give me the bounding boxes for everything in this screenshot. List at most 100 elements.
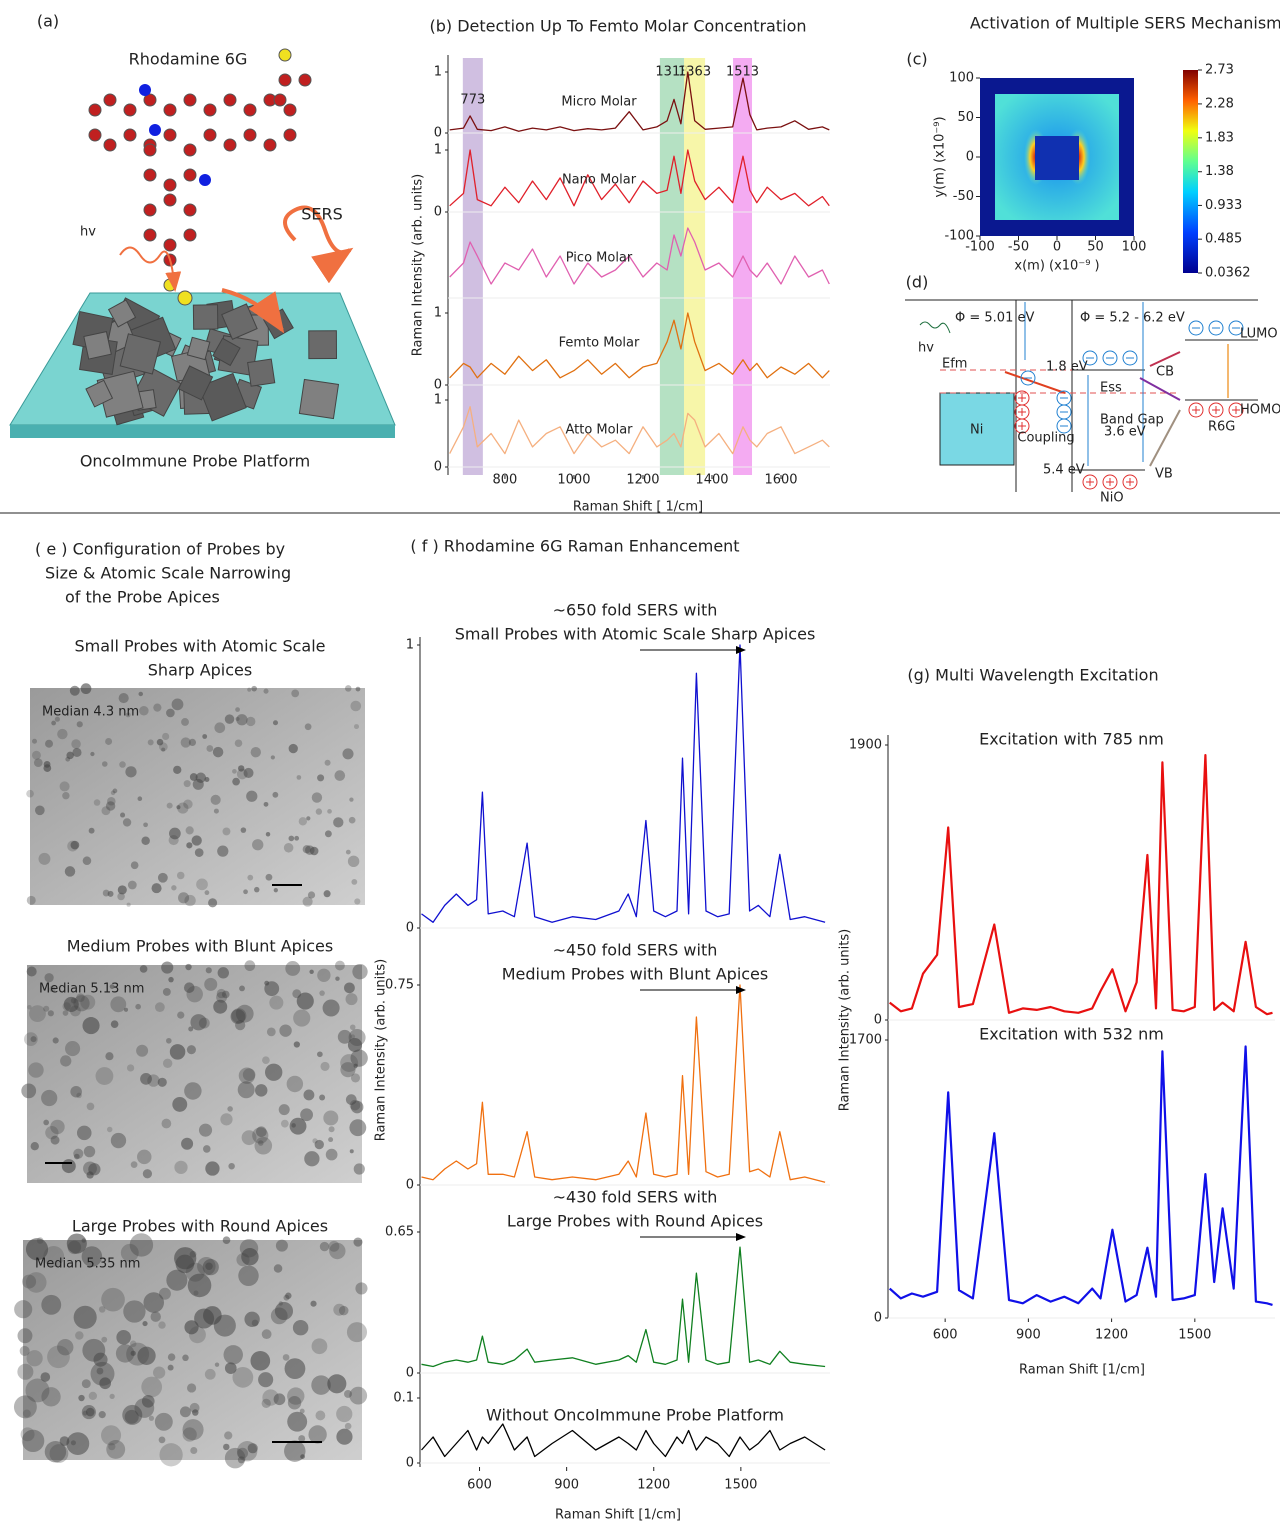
- particle: [166, 709, 175, 718]
- series-label: Femto Molar: [559, 336, 640, 351]
- x-tick-label: 100: [1122, 240, 1147, 255]
- particle: [329, 1243, 345, 1259]
- particle: [152, 883, 162, 893]
- spectrum: [422, 645, 826, 922]
- annotation: Large Probes with Round Apices: [507, 1212, 763, 1231]
- particle: [346, 850, 351, 855]
- particle: [258, 1372, 273, 1387]
- particle: [297, 993, 314, 1010]
- particle: [238, 1081, 255, 1098]
- particle: [228, 1163, 234, 1169]
- particle: [183, 800, 192, 809]
- particle: [29, 1005, 46, 1022]
- particle: [294, 836, 299, 841]
- particle: [254, 887, 259, 892]
- particle: [279, 1024, 291, 1036]
- chart-title: (b) Detection Up To Femto Molar Concentr…: [429, 17, 806, 36]
- particle: [93, 1353, 107, 1367]
- particle: [310, 1301, 316, 1307]
- chart-title: ( f ) Rhodamine 6G Raman Enhancement: [410, 537, 739, 556]
- atom: [224, 139, 236, 151]
- particle: [350, 1024, 356, 1030]
- particle: [97, 1368, 104, 1375]
- atom: [244, 129, 256, 141]
- y-tick-label: 0: [406, 921, 414, 936]
- atom: [139, 84, 151, 96]
- panel-heading: Activation of Multiple SERS Mechanisms: [970, 14, 1280, 33]
- particle: [199, 1124, 212, 1137]
- panel-label: (c): [906, 50, 927, 69]
- spectrum: [450, 72, 830, 131]
- particle: [159, 1443, 182, 1466]
- particle: [300, 1108, 313, 1121]
- particle: [105, 1052, 113, 1060]
- particle: [211, 795, 221, 805]
- particle: [345, 685, 352, 692]
- particle: [308, 1425, 326, 1443]
- particle: [243, 1068, 256, 1081]
- particle: [128, 881, 137, 890]
- particle: [18, 1328, 33, 1343]
- particle: [271, 755, 275, 759]
- particle: [351, 879, 357, 885]
- particle: [223, 1236, 231, 1244]
- particle: [235, 739, 243, 747]
- particle: [354, 724, 359, 729]
- particle: [232, 769, 237, 774]
- transfer-arrow: [1005, 372, 1065, 393]
- atom: [89, 129, 101, 141]
- particle: [168, 1365, 174, 1371]
- y-axis-label: Raman Intensity (arb. units): [411, 174, 426, 356]
- particle: [222, 827, 230, 835]
- particle: [285, 961, 300, 976]
- y-tick-label: 1900: [849, 738, 882, 753]
- particle: [266, 874, 273, 881]
- particle: [335, 961, 345, 971]
- particle: [190, 1447, 197, 1454]
- particle: [177, 1012, 184, 1019]
- probe-title: Large Probes with Round Apices: [72, 1217, 328, 1236]
- particle: [172, 698, 184, 710]
- particle: [65, 866, 75, 876]
- atom: [124, 129, 136, 141]
- particle: [255, 1084, 267, 1096]
- particle: [247, 688, 251, 692]
- particle: [166, 1038, 172, 1044]
- atom: [279, 49, 291, 61]
- particle: [293, 1320, 308, 1335]
- particle: [172, 1097, 187, 1112]
- particle: [336, 1406, 352, 1422]
- probe-title: Sharp Apices: [148, 661, 252, 680]
- particle: [237, 769, 248, 780]
- transfer-arrow: [1140, 378, 1180, 400]
- y-axis-label: y(m) (x10⁻⁹): [933, 116, 948, 197]
- particle: [60, 1055, 71, 1066]
- particle: [162, 733, 169, 740]
- series-label: Nano Molar: [562, 173, 637, 188]
- x-tick-label: 1500: [1178, 1328, 1211, 1343]
- particle: [350, 1100, 361, 1111]
- particle: [244, 960, 255, 971]
- y-tick-label: 0: [434, 378, 442, 393]
- particle: [188, 1027, 193, 1032]
- particle: [204, 978, 217, 991]
- y-tick-label: -50: [953, 189, 974, 204]
- particle: [143, 822, 148, 827]
- particle: [20, 1346, 30, 1356]
- particle: [247, 875, 253, 881]
- annotation: Ni: [970, 423, 983, 438]
- particle: [106, 1440, 125, 1459]
- particle: [136, 1045, 148, 1057]
- particle: [82, 1379, 91, 1388]
- x-axis-label: Raman Shift [1/cm]: [555, 1508, 681, 1523]
- atom: [164, 129, 176, 141]
- particle: [169, 835, 179, 845]
- particle: [279, 1301, 283, 1305]
- particle: [304, 1151, 319, 1166]
- particle: [220, 1113, 232, 1125]
- particle: [218, 967, 229, 978]
- particle: [174, 1161, 187, 1174]
- particle: [107, 1127, 112, 1132]
- particle: [163, 988, 171, 996]
- spectrum: [450, 150, 830, 206]
